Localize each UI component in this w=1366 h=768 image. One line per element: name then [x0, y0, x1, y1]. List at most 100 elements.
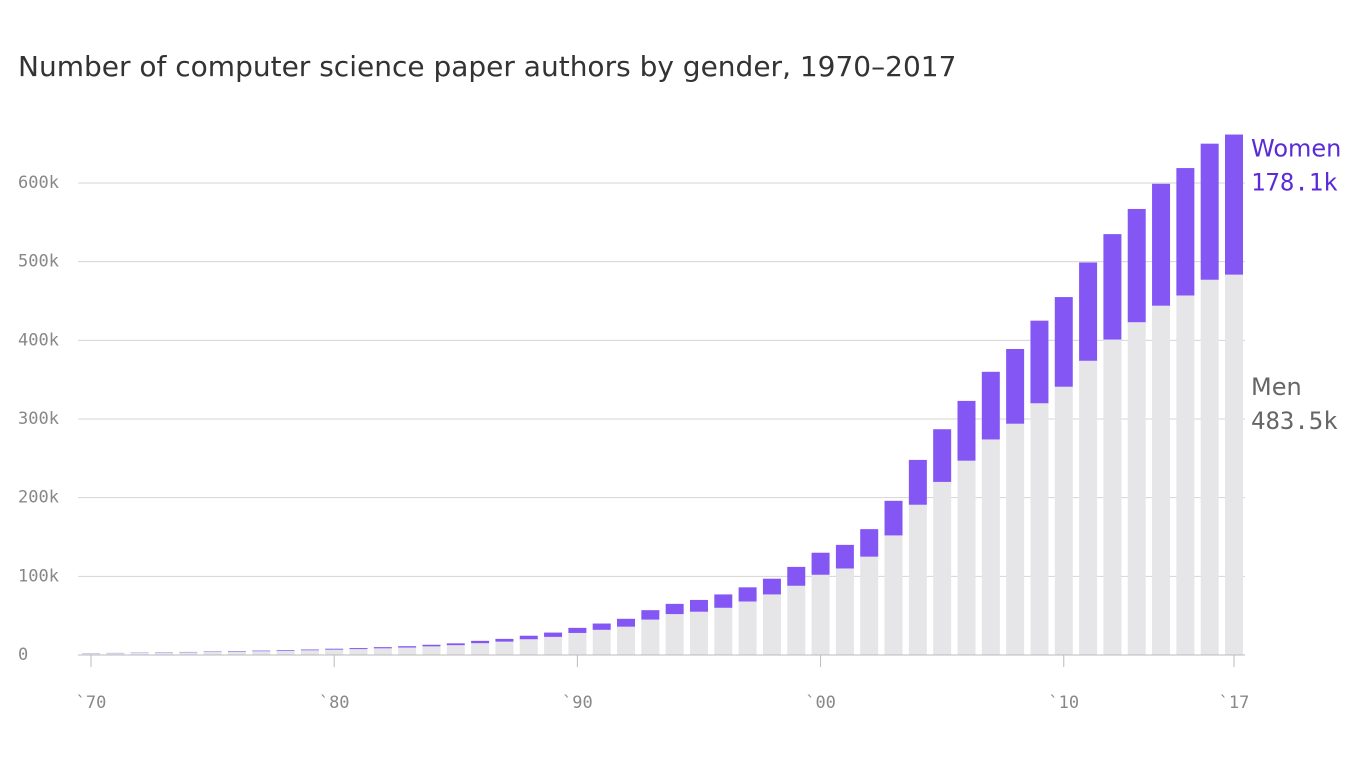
bar-men: [1079, 360, 1098, 655]
end-label-name: Women: [1251, 135, 1341, 163]
end-label-value: 178.1k: [1251, 169, 1338, 197]
bar-men: [860, 556, 879, 655]
bar-women: [276, 650, 295, 651]
y-tick-label: 0: [18, 645, 28, 665]
bar-men: [738, 601, 757, 655]
bar-women: [641, 610, 660, 620]
bar-men: [154, 652, 173, 655]
bar-women: [519, 635, 538, 640]
bar-men: [714, 607, 733, 655]
bar-women: [787, 566, 806, 586]
bar-men: [908, 504, 927, 655]
y-tick-label: 100k: [18, 566, 59, 586]
bar-men: [106, 653, 125, 655]
bar-men: [300, 650, 319, 655]
bar-men: [203, 652, 222, 655]
bar-women: [446, 643, 465, 646]
bar-men: [665, 614, 684, 655]
x-tick-label: `90: [562, 693, 593, 713]
bar-women: [544, 632, 563, 637]
end-label-value: 483.5k: [1251, 407, 1338, 435]
end-label-name: Men: [1251, 373, 1302, 401]
bar-women: [933, 429, 952, 482]
bar-men: [762, 594, 781, 655]
bar-men: [179, 652, 198, 655]
bar-men: [422, 646, 441, 655]
bar-men: [1152, 305, 1171, 655]
bar-men: [1030, 403, 1049, 655]
bar-men: [1176, 295, 1195, 655]
bar-women: [1176, 168, 1195, 296]
x-tick-label: `17: [1219, 693, 1250, 713]
bar-women: [1152, 183, 1171, 306]
bar-men: [1054, 386, 1073, 655]
bar-women: [1030, 320, 1049, 404]
bar-women: [373, 647, 392, 649]
bar-women: [349, 648, 368, 650]
bar-men: [82, 653, 100, 655]
bar-men: [933, 481, 952, 655]
bar-women: [1079, 262, 1098, 361]
bar-women: [252, 650, 271, 652]
bar-women: [471, 640, 490, 644]
bar-men: [252, 651, 271, 655]
bar-men: [544, 636, 563, 655]
bar-men: [811, 574, 830, 655]
bar-women: [762, 578, 781, 595]
bar-women: [1103, 234, 1122, 340]
bar-women: [738, 587, 757, 602]
bar-men: [689, 611, 708, 655]
bar-men: [227, 651, 246, 655]
bar-women: [227, 651, 246, 652]
bar-men: [471, 643, 490, 655]
bar-men: [617, 626, 636, 655]
bar-women: [1200, 143, 1219, 280]
bar-women: [325, 648, 344, 650]
y-tick-label: 600k: [18, 173, 59, 193]
bar-men: [568, 632, 587, 655]
bar-men: [787, 585, 806, 655]
bar-women: [1127, 208, 1146, 323]
bar-women: [714, 594, 733, 608]
bar-women: [689, 599, 708, 612]
bar-men: [592, 629, 611, 655]
bar-women: [398, 646, 417, 648]
bar-men: [1103, 339, 1122, 655]
bar-men: [1006, 423, 1025, 655]
x-tick-label: `80: [319, 693, 350, 713]
bar-men: [495, 641, 514, 655]
y-tick-label: 400k: [18, 330, 59, 350]
bar-women: [592, 623, 611, 630]
x-tick-label: `00: [805, 693, 836, 713]
bar-women: [835, 544, 854, 569]
bar-men: [641, 619, 660, 655]
bar-women: [422, 644, 441, 647]
bar-men: [1225, 274, 1243, 655]
chart-title: Number of computer science paper authors…: [18, 50, 956, 83]
bar-women: [957, 400, 976, 461]
y-tick-label: 500k: [18, 252, 59, 272]
bar-men: [957, 460, 976, 655]
y-tick-label: 200k: [18, 488, 59, 508]
bar-women: [617, 618, 636, 627]
bar-men: [373, 648, 392, 655]
bar-women: [981, 371, 1000, 440]
bar-men: [325, 649, 344, 655]
bar-women: [1006, 348, 1025, 424]
bar-men: [446, 645, 465, 655]
y-tick-label: 300k: [18, 409, 59, 429]
bar-men: [349, 649, 368, 655]
bar-women: [860, 529, 879, 557]
bar-men: [1127, 322, 1146, 655]
bar-men: [519, 639, 538, 655]
x-tick-label: `70: [76, 693, 107, 713]
bar-women: [1054, 297, 1073, 387]
bar-women: [568, 627, 587, 633]
bar-women: [811, 552, 830, 575]
bar-women: [665, 603, 684, 615]
bar-men: [276, 650, 295, 655]
bar-men: [130, 652, 149, 655]
bar-women: [1225, 134, 1243, 275]
